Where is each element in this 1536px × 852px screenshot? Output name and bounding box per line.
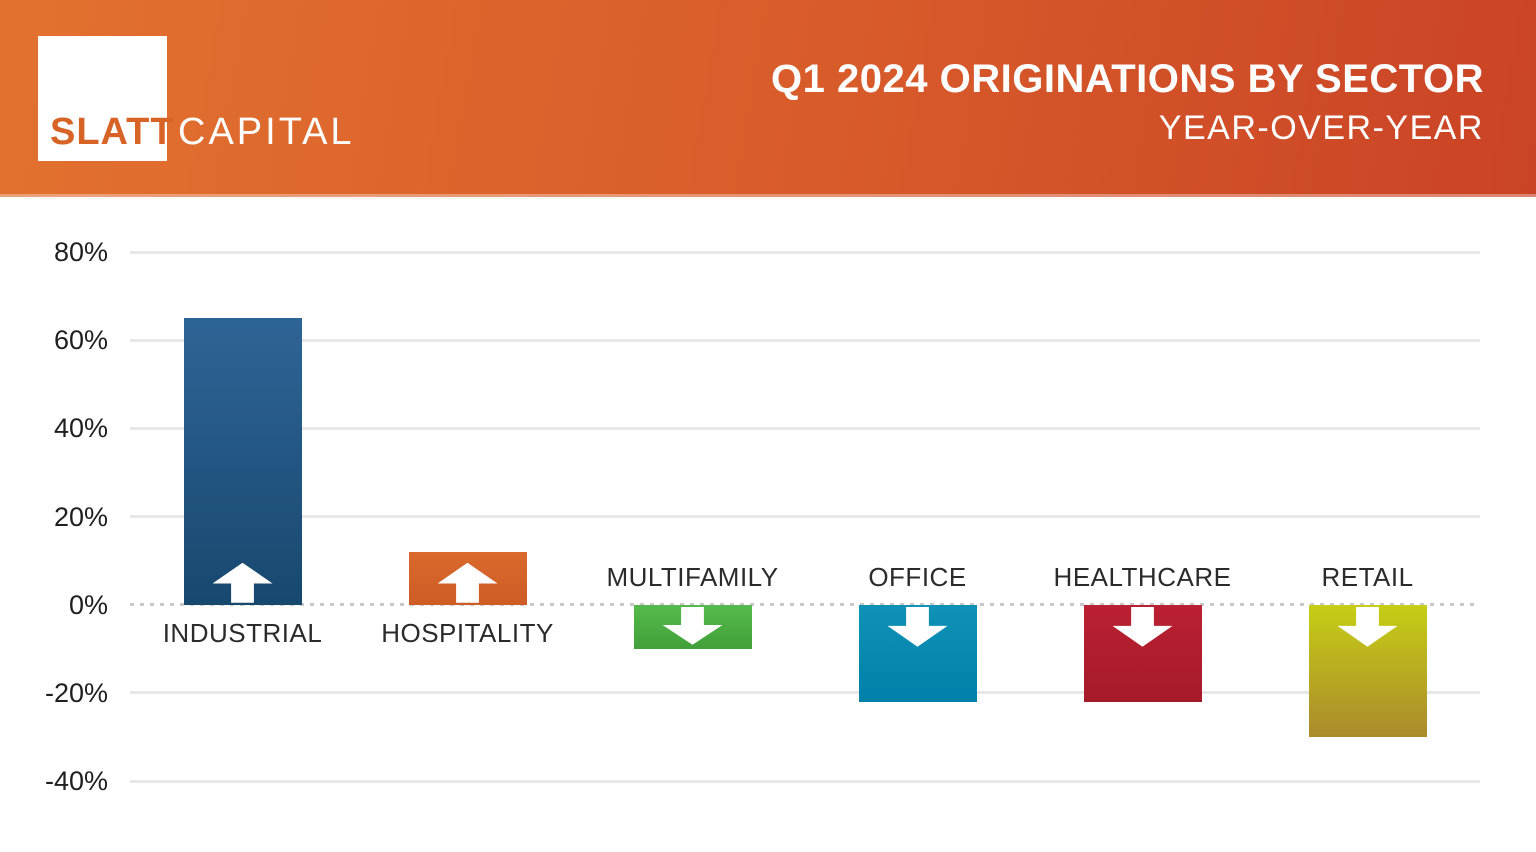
logo-primary-text: SLATT bbox=[50, 111, 175, 153]
header-bottom-highlight bbox=[0, 194, 1536, 197]
arrow-down-icon bbox=[1337, 606, 1398, 647]
zero-gridline bbox=[130, 603, 1480, 607]
arrow-down-icon bbox=[1112, 606, 1173, 647]
chart-subtitle: YEAR-OVER-YEAR bbox=[1158, 109, 1484, 147]
arrow-up-icon bbox=[437, 562, 498, 603]
arrow-up-icon bbox=[212, 562, 273, 603]
bar-hospitality bbox=[408, 551, 527, 605]
bar-office bbox=[858, 604, 977, 702]
category-label-hospitality: HOSPITALITY bbox=[381, 617, 554, 648]
category-label-office: OFFICE bbox=[868, 561, 967, 592]
gridline bbox=[130, 250, 1480, 254]
logo-square bbox=[38, 36, 167, 161]
y-axis-tick-label: 20% bbox=[53, 501, 108, 532]
category-label-retail: RETAIL bbox=[1321, 561, 1414, 592]
bar-industrial bbox=[183, 318, 302, 605]
y-axis-tick-label: 40% bbox=[53, 413, 108, 444]
header-banner: SLATT CAPITAL Q1 2024 ORIGINATIONS BY SE… bbox=[0, 0, 1536, 197]
bar-retail bbox=[1308, 604, 1427, 737]
y-axis-tick-label: -20% bbox=[44, 677, 108, 708]
gridline bbox=[130, 779, 1480, 783]
arrow-down-icon bbox=[887, 606, 948, 647]
gridline bbox=[130, 426, 1480, 430]
gridline bbox=[130, 691, 1480, 695]
y-axis-tick-label: 80% bbox=[53, 237, 108, 268]
category-label-healthcare: HEALTHCARE bbox=[1053, 561, 1232, 592]
bar-healthcare bbox=[1083, 604, 1202, 702]
category-label-industrial: INDUSTRIAL bbox=[162, 617, 323, 648]
y-axis-tick-label: 0% bbox=[68, 589, 108, 620]
logo-secondary-text: CAPITAL bbox=[178, 111, 355, 153]
y-axis-tick-label: 60% bbox=[53, 325, 108, 356]
gridline bbox=[130, 338, 1480, 342]
y-axis-tick-label: -40% bbox=[44, 766, 108, 797]
chart-title: Q1 2024 ORIGINATIONS BY SECTOR bbox=[771, 57, 1484, 101]
bar-multifamily bbox=[633, 604, 752, 649]
gridline bbox=[130, 515, 1480, 519]
category-label-multifamily: MULTIFAMILY bbox=[606, 561, 779, 592]
arrow-down-icon bbox=[662, 606, 723, 645]
